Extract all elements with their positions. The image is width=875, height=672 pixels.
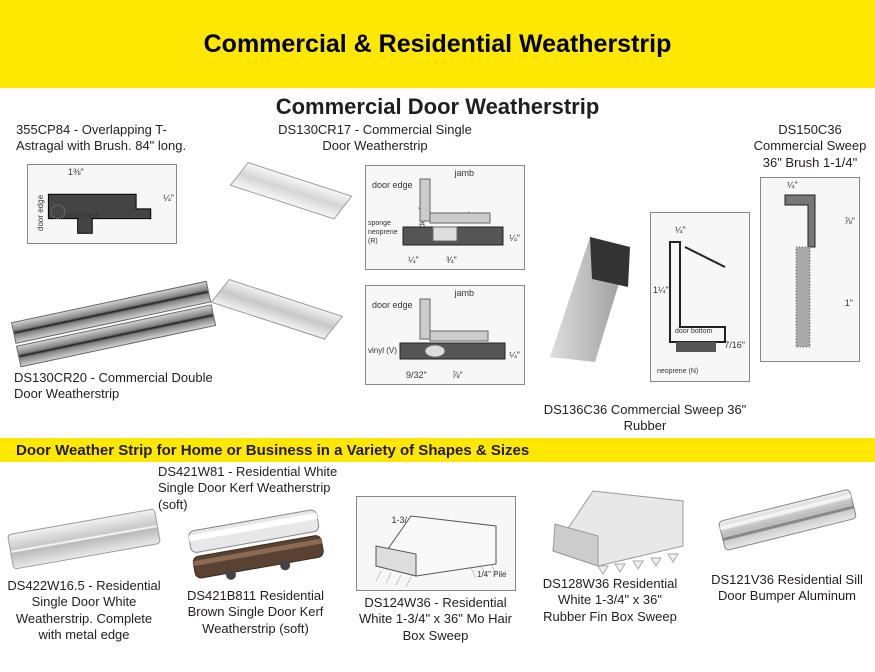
photo-ds121v36	[707, 468, 867, 572]
main-header-banner: Commercial & Residential Weatherstrip	[0, 0, 875, 88]
diagram-ds136c36: ¼" 1¼" 7/16" door bottom neoprene (N)	[650, 212, 750, 382]
product-ds421-group: DS421B811 Residential Brown Single Door …	[178, 500, 333, 637]
product-label: DS130CR17 - Commercial Single Door Weath…	[275, 122, 475, 155]
diagram-ds124w36: 1-3/4" 1-1/8" 1/4" Pile	[356, 496, 516, 591]
photo-ds136c36	[540, 227, 640, 367]
dim: door face	[66, 211, 99, 221]
product-ds150c36: DS150C36 Commercial Sweep 36" Brush 1-1/…	[751, 122, 869, 362]
dim: ¼"	[163, 193, 174, 204]
product-ds121v36: DS121V36 Residential Sill Door Bumper Al…	[707, 468, 867, 605]
product-label: DS136C36 Commercial Sweep 36" Rubber	[540, 402, 750, 435]
row2-banner: Door Weather Strip for Home or Business …	[0, 438, 875, 462]
product-ds130cr20: DS130CR20 - Commercial Double Door Weath…	[4, 282, 224, 403]
dim: 1⅜"	[68, 167, 84, 178]
product-label: DS124W36 - Residential White 1-3/4" x 36…	[348, 595, 523, 644]
product-ds422w16: DS422W16.5 - Residential Single Door Whi…	[4, 500, 164, 643]
dim: door edge	[36, 194, 46, 230]
product-label: DS421B811 Residential Brown Single Door …	[178, 588, 333, 637]
diagram-ds130cr17-top: jamb door edge door face stop sponge neo…	[365, 165, 525, 270]
row2-title: Door Weather Strip for Home or Business …	[16, 442, 529, 459]
bottom-products-row: DS422W16.5 - Residential Single Door Whi…	[0, 462, 875, 672]
photo-ds130cr20	[4, 282, 224, 370]
top-products-row: 355CP84 - Overlapping T-Astragal with Br…	[0, 122, 875, 438]
diagram-ds150c36: ¼" ⅞" 1"	[760, 177, 860, 362]
photo-ds128w36	[540, 476, 695, 576]
diagram-355cp84: 1⅜" ¼" door face door edge	[12, 159, 192, 249]
product-label: DS422W16.5 - Residential Single Door Whi…	[4, 578, 164, 643]
main-title: Commercial & Residential Weatherstrip	[204, 30, 672, 59]
diagram-ds130cr17-bottom: jamb door edge vinyl (V) ¼" 9/32" ⅞"	[365, 285, 525, 385]
sub-header: Commercial Door Weatherstrip	[0, 88, 875, 122]
product-label: DS130CR20 - Commercial Double Door Weath…	[4, 370, 224, 403]
product-label: DS150C36 Commercial Sweep 36" Brush 1-1/…	[751, 122, 869, 171]
product-label: 355CP84 - Overlapping T-Astragal with Br…	[12, 122, 192, 155]
product-label: DS128W36 Residential White 1-3/4" x 36" …	[540, 576, 680, 625]
product-355cp84: 355CP84 - Overlapping T-Astragal with Br…	[12, 122, 192, 249]
photo-ds421	[178, 500, 333, 588]
sub-title: Commercial Door Weatherstrip	[276, 94, 600, 119]
photo-ds130cr17-b	[212, 277, 338, 352]
product-ds124w36: 1-3/4" 1-1/8" 1/4" Pile DS124W36 - Resid…	[348, 496, 523, 644]
product-ds130cr17: DS130CR17 - Commercial Single Door Weath…	[225, 122, 525, 415]
product-ds128w36: DS128W36 Residential White 1-3/4" x 36" …	[540, 476, 695, 625]
product-ds136c36: ¼" 1¼" 7/16" door bottom neoprene (N) DS…	[540, 202, 750, 435]
product-label: DS121V36 Residential Sill Door Bumper Al…	[707, 572, 867, 605]
photo-ds130cr17-a	[212, 160, 348, 289]
photo-ds422w16	[4, 500, 164, 578]
